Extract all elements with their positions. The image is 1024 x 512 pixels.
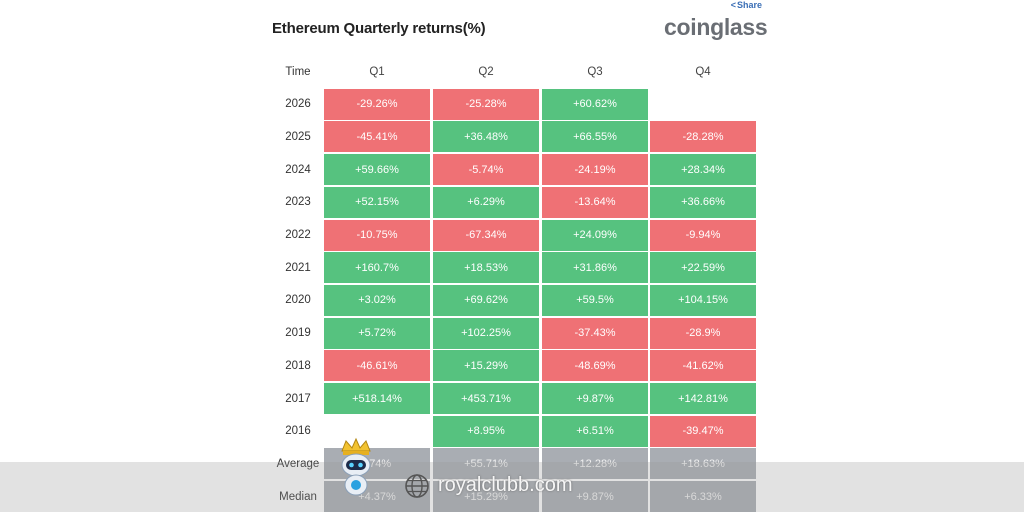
return-cell: +6.29%	[433, 186, 539, 218]
return-cell: +24.09%	[542, 219, 648, 251]
year-label: 2023	[285, 196, 311, 209]
table-row: 2025 -45.41% +36.48% +66.55% -28.28%	[272, 121, 757, 153]
year-label: 2019	[285, 327, 311, 340]
summary-label: Median	[279, 490, 317, 503]
return-cell: +36.66%	[650, 186, 756, 218]
chart-title: Ethereum Quarterly returns(%)	[272, 20, 486, 37]
return-cell: -9.94%	[650, 219, 756, 251]
return-cell: +52.15%	[324, 186, 430, 218]
watermark-text: royalclubb.com	[438, 474, 573, 496]
table-row: 2019 +5.72% +102.25% -37.43% -28.9%	[272, 317, 757, 350]
return-cell: -13.64%	[542, 186, 648, 218]
return-cell: -10.75%	[324, 219, 430, 251]
summary-cell: +55.71%	[433, 448, 539, 480]
return-cell: +59.66%	[324, 154, 430, 186]
return-cell: -24.19%	[542, 154, 648, 186]
globe-icon	[405, 474, 429, 498]
share-button[interactable]: <Share	[722, 0, 762, 14]
return-cell: +3.02%	[324, 284, 430, 316]
year-label: 2025	[285, 130, 311, 143]
column-header: Q2	[478, 65, 494, 78]
year-label: 2026	[285, 98, 311, 111]
return-cell: +28.34%	[650, 154, 756, 186]
return-cell: +36.48%	[433, 121, 539, 153]
return-cell: +15.29%	[433, 350, 539, 382]
summary-cell: +12.28%	[542, 448, 648, 480]
share-label: Share	[736, 0, 762, 10]
return-cell: -67.34%	[433, 219, 539, 251]
return-cell: -5.74%	[433, 154, 539, 186]
column-header: Q3	[587, 65, 603, 78]
return-cell: +5.72%	[324, 317, 430, 349]
table-row: 2016 +8.95% +6.51% -39.47%	[272, 415, 757, 448]
return-cell: +142.81%	[650, 383, 756, 414]
summary-cell: +6.33%	[650, 481, 756, 512]
table-row: 2024 +59.66% -5.74% -24.19% +28.34%	[272, 154, 757, 186]
return-cell: +518.14%	[324, 383, 430, 414]
return-cell: +66.55%	[542, 121, 648, 153]
column-header: Time	[285, 65, 311, 78]
column-header: Q1	[369, 65, 385, 78]
table-row: 2017 +518.14% +453.71% +9.87% +142.81%	[272, 383, 757, 415]
return-cell: +8.95%	[433, 415, 539, 447]
return-cell: +22.59%	[650, 252, 756, 284]
table-row: 2018 -46.61% +15.29% -48.69% -41.62%	[272, 350, 757, 382]
table-row: 2020 +3.02% +69.62% +59.5% +104.15%	[272, 284, 757, 317]
return-cell: +160.7%	[324, 252, 430, 284]
year-label: 2020	[285, 294, 311, 307]
return-cell: +18.53%	[433, 252, 539, 284]
return-cell: +31.86%	[542, 252, 648, 284]
return-cell: -29.26%	[324, 88, 430, 120]
summary-cell: +9.87%	[542, 481, 648, 512]
return-cell: +9.87%	[542, 383, 648, 414]
summary-cell: +15.29%	[433, 481, 539, 512]
return-cell: +453.71%	[433, 383, 539, 414]
summary-label: Average	[276, 457, 320, 470]
return-cell: -37.43%	[542, 317, 648, 349]
return-cell: -25.28%	[433, 88, 539, 120]
table-row: 2026 -29.26% -25.28% +60.62%	[272, 88, 757, 121]
table-row: 2022 -10.75% -67.34% +24.09% -9.94%	[272, 219, 757, 252]
year-label: 2022	[285, 229, 311, 241]
return-cell: +60.62%	[542, 88, 648, 120]
year-label: 2018	[285, 359, 311, 372]
year-label: 2021	[285, 261, 311, 274]
table-header-row: Time Q1 Q2 Q3 Q4	[272, 56, 757, 88]
robot-mascot-icon	[341, 437, 371, 496]
summary-cell: +18.63%	[650, 448, 756, 480]
return-cell: -41.62%	[650, 350, 756, 382]
return-cell: -46.61%	[324, 350, 430, 382]
watermark-band	[0, 462, 1024, 512]
return-cell: -45.41%	[324, 121, 430, 153]
return-cell: -28.28%	[650, 121, 756, 153]
return-cell: -28.9%	[650, 317, 756, 349]
return-cell: +69.62%	[433, 284, 539, 316]
return-cell: -39.47%	[650, 415, 756, 447]
year-label: 2016	[285, 425, 311, 438]
return-cell: +59.5%	[542, 284, 648, 316]
summary-row: Average +74% +55.71% +12.28% +18.63%	[272, 448, 757, 480]
return-cell: +102.25%	[433, 317, 539, 349]
table-row: 2021 +160.7% +18.53% +31.86% +22.59%	[272, 252, 757, 284]
year-label: 2024	[285, 163, 311, 176]
return-cell: -48.69%	[542, 350, 648, 382]
return-cell: +104.15%	[650, 284, 756, 316]
year-label: 2017	[285, 392, 311, 405]
coinglass-logo: coinglass	[664, 14, 768, 40]
share-icon: <	[730, 0, 736, 10]
table-row: 2023 +52.15% +6.29% -13.64% +36.66%	[272, 186, 757, 219]
column-header: Q4	[695, 65, 711, 78]
return-cell: +6.51%	[542, 415, 648, 447]
